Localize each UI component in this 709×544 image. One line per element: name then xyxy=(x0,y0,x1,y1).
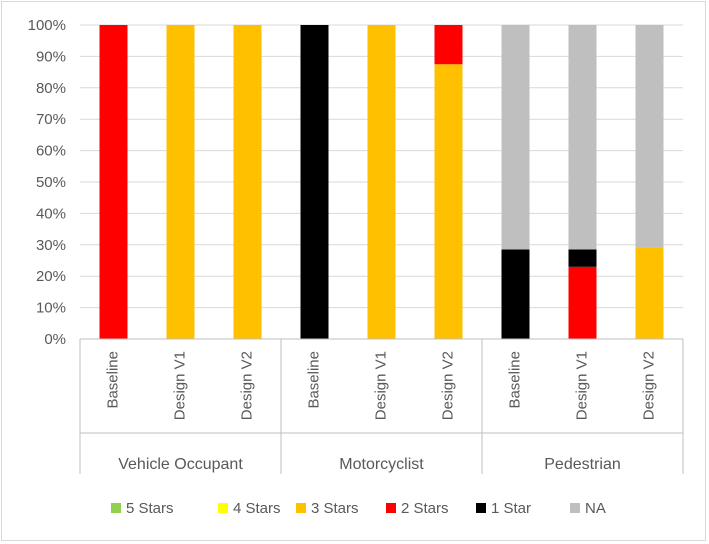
y-tick-label: 60% xyxy=(36,143,66,160)
x-category-label: Design V1 xyxy=(573,351,590,420)
legend-label: NA xyxy=(585,500,606,517)
y-tick-label: 70% xyxy=(36,111,66,128)
bar-segment xyxy=(99,25,128,339)
bar-segment xyxy=(434,64,463,339)
y-tick-label: 30% xyxy=(36,237,66,254)
legend-label: 4 Stars xyxy=(233,500,281,517)
legend-label: 3 Stars xyxy=(311,500,359,517)
y-tick-label: 100% xyxy=(28,17,66,34)
y-tick-label: 0% xyxy=(44,331,66,348)
bar-segment xyxy=(568,266,597,339)
bar-segment xyxy=(501,249,530,339)
x-category-label: Design V2 xyxy=(238,351,255,420)
x-group-label: Pedestrian xyxy=(544,456,621,473)
x-category-label: Baseline xyxy=(104,351,121,409)
bar-segment xyxy=(300,25,329,339)
legend-swatch xyxy=(218,503,228,513)
x-category-label: Design V1 xyxy=(372,351,389,420)
legend-label: 1 Star xyxy=(491,500,531,517)
y-tick-label: 20% xyxy=(36,268,66,285)
legend-label: 5 Stars xyxy=(126,500,174,517)
bar-segment xyxy=(635,25,664,248)
bar-segment xyxy=(166,25,195,339)
bar-segment xyxy=(568,249,597,267)
y-tick-label: 80% xyxy=(36,80,66,97)
bar-segment xyxy=(568,25,597,250)
x-category-label: Design V2 xyxy=(439,351,456,420)
legend-label: 2 Stars xyxy=(401,500,449,517)
legend-swatch xyxy=(111,503,121,513)
bar-segment xyxy=(233,25,262,339)
bar-segment xyxy=(501,25,530,250)
y-tick-label: 50% xyxy=(36,174,66,191)
x-group-label: Motorcyclist xyxy=(339,456,424,473)
x-category-label: Design V2 xyxy=(640,351,657,420)
bar-segment xyxy=(367,25,396,339)
y-tick-label: 40% xyxy=(36,205,66,222)
y-tick-label: 10% xyxy=(36,300,66,317)
y-tick-label: 90% xyxy=(36,48,66,65)
legend-swatch xyxy=(386,503,396,513)
x-group-label: Vehicle Occupant xyxy=(118,456,243,473)
bar-segment xyxy=(635,247,664,339)
x-category-label: Baseline xyxy=(305,351,322,409)
x-category-label: Baseline xyxy=(506,351,523,409)
legend-swatch xyxy=(476,503,486,513)
legend-swatch xyxy=(296,503,306,513)
bar-segment xyxy=(434,25,463,65)
x-category-label: Design V1 xyxy=(171,351,188,420)
legend-swatch xyxy=(570,503,580,513)
